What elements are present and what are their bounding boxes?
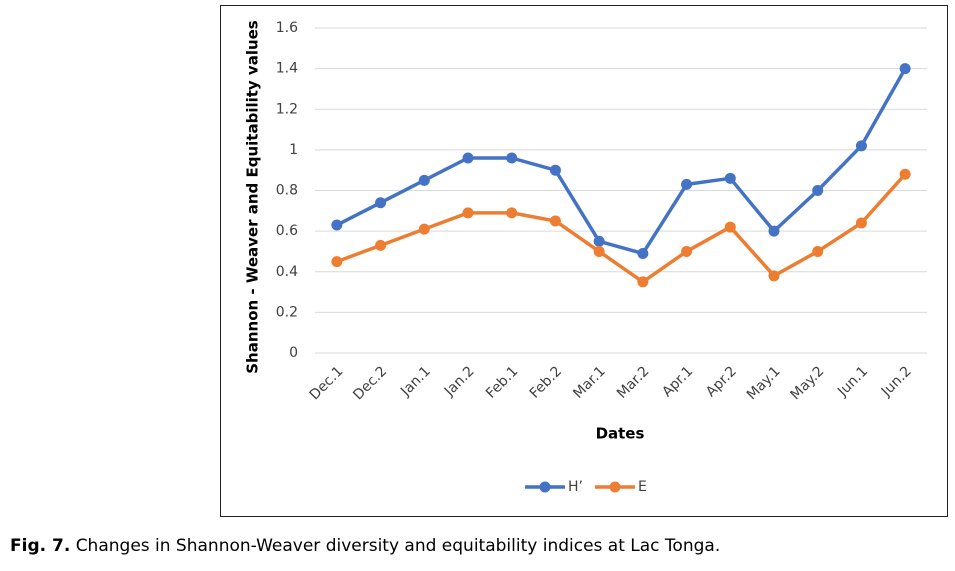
data-point — [593, 245, 605, 257]
y-tick-label: 1.2 — [276, 101, 298, 117]
caption-text: Changes in Shannon-Weaver diversity and … — [76, 536, 721, 556]
data-point — [812, 245, 824, 257]
data-point — [768, 270, 780, 282]
legend-marker — [539, 481, 551, 493]
data-point — [899, 168, 911, 180]
data-point — [855, 140, 867, 152]
data-point — [637, 247, 649, 259]
data-point — [549, 164, 561, 176]
data-point — [724, 172, 736, 184]
y-tick-label: 1.6 — [276, 20, 298, 36]
data-point — [855, 217, 867, 229]
y-tick-label: 0.8 — [276, 183, 298, 199]
x-axis-title: Dates — [596, 425, 645, 443]
y-tick-label: 1 — [289, 142, 298, 158]
data-point — [462, 207, 474, 219]
y-axis-title: Shannon - Weaver and Equitability values — [244, 20, 262, 374]
caption: Fig. 7. Changes in Shannon-Weaver divers… — [10, 536, 720, 556]
legend-marker — [609, 481, 621, 493]
data-point — [418, 223, 430, 235]
y-tick-label: 0.2 — [276, 304, 298, 320]
data-point — [593, 235, 605, 247]
chart-frame — [220, 5, 948, 517]
data-point — [768, 225, 780, 237]
data-point — [549, 215, 561, 227]
data-point — [462, 152, 474, 164]
y-tick-label: 0.6 — [276, 223, 298, 239]
data-point — [724, 221, 736, 233]
data-point — [331, 256, 343, 268]
y-tick-label: 0 — [289, 345, 298, 361]
data-point — [418, 174, 430, 186]
series-line — [336, 173, 907, 284]
data-point — [637, 276, 649, 288]
y-tick-label: 0.4 — [276, 264, 298, 280]
data-point — [506, 152, 518, 164]
data-point — [375, 197, 387, 209]
legend-label: H’ — [568, 479, 583, 495]
data-point — [506, 207, 518, 219]
data-point — [681, 178, 693, 190]
data-point — [331, 219, 343, 231]
legend-label: E — [638, 479, 647, 495]
data-point — [899, 63, 911, 75]
y-tick-label: 1.4 — [276, 61, 298, 77]
series-line — [336, 67, 907, 256]
data-point — [812, 185, 824, 196]
data-point — [375, 239, 387, 251]
caption-label: Fig. 7. — [10, 536, 70, 556]
data-point — [681, 245, 693, 257]
